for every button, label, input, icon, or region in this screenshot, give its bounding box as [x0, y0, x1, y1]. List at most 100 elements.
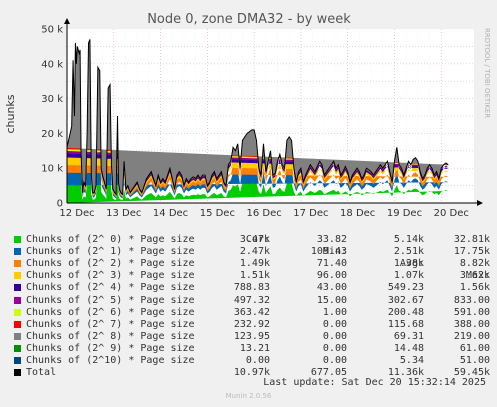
legend-min-value: 677.05 — [310, 367, 347, 379]
legend-row: Chunks of (2^ 2) * Page size 1.49k 71.40 1.… — [10, 258, 490, 270]
x-tick-label: 14 Dec — [153, 208, 188, 219]
legend-cur-value: 788.83 — [233, 282, 270, 294]
area-series-8 — [67, 39, 449, 195]
legend-cur-value: 10.97k — [233, 367, 270, 379]
header-max: Max: — [465, 270, 490, 281]
x-tick-label: 12 Dec — [59, 208, 94, 219]
legend-max-value: 833.00 — [453, 294, 490, 306]
legend: Cur: Min: Avg: Max: Chunks of (2^ 0) * P… — [10, 222, 490, 379]
legend-max-value: 388.00 — [453, 318, 490, 330]
legend-min-value: 33.82 — [316, 234, 347, 246]
legend-avg-value: 1.07k — [393, 270, 424, 282]
legend-max-value: 51.00 — [459, 355, 490, 367]
y-axis-label: chunks — [4, 94, 17, 133]
y-tick-label: 0 — [57, 199, 63, 210]
y-tick-label: 10 k — [41, 164, 63, 175]
legend-row: Chunks of (2^10) * Page size 0.00 0.00 5.34… — [10, 355, 490, 367]
x-tick-label: 17 Dec — [293, 208, 328, 219]
legend-max-value: 61.00 — [459, 342, 490, 354]
axes — [64, 18, 483, 206]
legend-max-value: 32.81k — [453, 234, 490, 246]
legend-swatch — [14, 344, 21, 352]
legend-avg-value: 115.68 — [387, 318, 424, 330]
legend-avg-value: 14.48 — [393, 342, 424, 354]
legend-swatch — [14, 284, 21, 292]
legend-series-name: Chunks of (2^ 9) * Page size — [26, 342, 195, 354]
y-tick-label: 50 k — [41, 25, 63, 36]
legend-row: Chunks of (2^ 3) * Page size 1.51k 96.00 1.… — [10, 270, 490, 282]
legend-swatch — [14, 248, 21, 256]
legend-cur-value: 2.47k — [239, 246, 270, 258]
legend-min-value: 43.00 — [316, 282, 347, 294]
legend-row: Chunks of (2^ 5) * Page size 497.32 15.00 3… — [10, 295, 490, 307]
legend-row: Chunks of (2^ 7) * Page size 232.92 0.00 11… — [10, 319, 490, 331]
header-avg: Avg: — [399, 258, 424, 269]
legend-cur-value: 13.21 — [239, 342, 270, 354]
rrdtool-watermark: RRDTOOL / TOBI OETIKER — [483, 28, 491, 118]
legend-swatch — [14, 236, 21, 244]
y-axis-arrow — [64, 18, 70, 24]
total-line — [66, 39, 449, 196]
legend-series-name: Chunks of (2^ 8) * Page size — [26, 330, 195, 342]
legend-min-value: 15.00 — [316, 294, 347, 306]
legend-max-value: 1.56k — [459, 282, 490, 294]
legend-swatch — [14, 260, 21, 268]
x-tick-label: 19 Dec — [387, 208, 422, 219]
legend-avg-value: 1.38k — [393, 258, 424, 270]
legend-min-value: 71.40 — [316, 258, 347, 270]
legend-avg-value: 200.48 — [387, 306, 424, 318]
legend-row: Chunks of (2^ 4) * Page size 788.83 43.00 5… — [10, 282, 490, 294]
x-axis-arrow — [477, 200, 483, 206]
x-tick-label: 13 Dec — [106, 208, 141, 219]
legend-row: Chunks of (2^ 8) * Page size 123.95 0.00 69… — [10, 331, 490, 343]
header-cur: Cur: — [245, 234, 270, 245]
y-tick-label: 20 k — [41, 129, 63, 140]
legend-cur-value: 232.92 — [233, 318, 270, 330]
legend-avg-value: 302.67 — [387, 294, 424, 306]
legend-swatch — [14, 320, 21, 328]
x-tick-labels: 12 Dec 13 Dec 14 Dec 15 Dec 16 Dec 17 Dec 18 D… — [59, 208, 469, 219]
legend-series-name: Chunks of (2^ 0) * Page size — [26, 234, 195, 246]
x-tick-label: 16 Dec — [246, 208, 281, 219]
legend-max-value: 591.00 — [453, 306, 490, 318]
legend-series-name: Chunks of (2^ 7) * Page size — [26, 318, 195, 330]
x-tick-label: 15 Dec — [200, 208, 235, 219]
legend-min-value: 0.00 — [322, 330, 347, 342]
legend-header: Cur: Min: Avg: Max: — [10, 222, 490, 281]
last-update: Last update: Sat Dec 20 15:32:14 2025 — [263, 377, 486, 388]
y-tick-label: 40 k — [41, 59, 63, 70]
legend-cur-value: 1.49k — [239, 258, 270, 270]
area-series-0 — [67, 150, 449, 203]
legend-row: Chunks of (2^ 0) * Page size 3.47k 33.82 5.… — [10, 234, 490, 246]
munin-version: Munin 2.0.56 — [225, 392, 272, 400]
legend-max-value: 59.45k — [453, 367, 490, 379]
legend-swatch — [14, 272, 21, 280]
legend-min-value: 96.00 — [316, 270, 347, 282]
legend-avg-value: 69.31 — [393, 330, 424, 342]
legend-series-name: Chunks of (2^ 1) * Page size — [26, 246, 195, 258]
stacked-areas — [66, 39, 449, 203]
header-min: Min: — [322, 246, 347, 257]
legend-swatch — [14, 308, 21, 316]
legend-row: Chunks of (2^ 9) * Page size 13.21 0.00 14.… — [10, 343, 490, 355]
legend-avg-value: 549.23 — [387, 282, 424, 294]
legend-series-name: Chunks of (2^ 6) * Page size — [26, 306, 195, 318]
legend-avg-value: 5.14k — [393, 234, 424, 246]
x-tick-label: 20 Dec — [434, 208, 469, 219]
legend-cur-value: 3.47k — [239, 234, 270, 246]
legend-avg-value: 2.51k — [393, 246, 424, 258]
legend-max-value: 17.75k — [453, 246, 490, 258]
legend-swatch — [14, 369, 21, 377]
legend-series-name: Chunks of (2^ 3) * Page size — [26, 270, 195, 282]
legend-swatch — [14, 332, 21, 340]
legend-series-name: Chunks of (2^ 5) * Page size — [26, 294, 195, 306]
legend-min-value: 0.00 — [322, 342, 347, 354]
legend-series-name: Chunks of (2^ 2) * Page size — [26, 258, 195, 270]
legend-cur-value: 363.42 — [233, 306, 270, 318]
legend-series-name: Chunks of (2^10) * Page size — [26, 355, 195, 367]
legend-min-value: 0.00 — [322, 318, 347, 330]
legend-min-value: 109.43 — [310, 246, 347, 258]
legend-min-value: 1.00 — [322, 306, 347, 318]
y-tick-label: 30 k — [41, 94, 63, 105]
legend-cur-value: 0.00 — [245, 355, 270, 367]
